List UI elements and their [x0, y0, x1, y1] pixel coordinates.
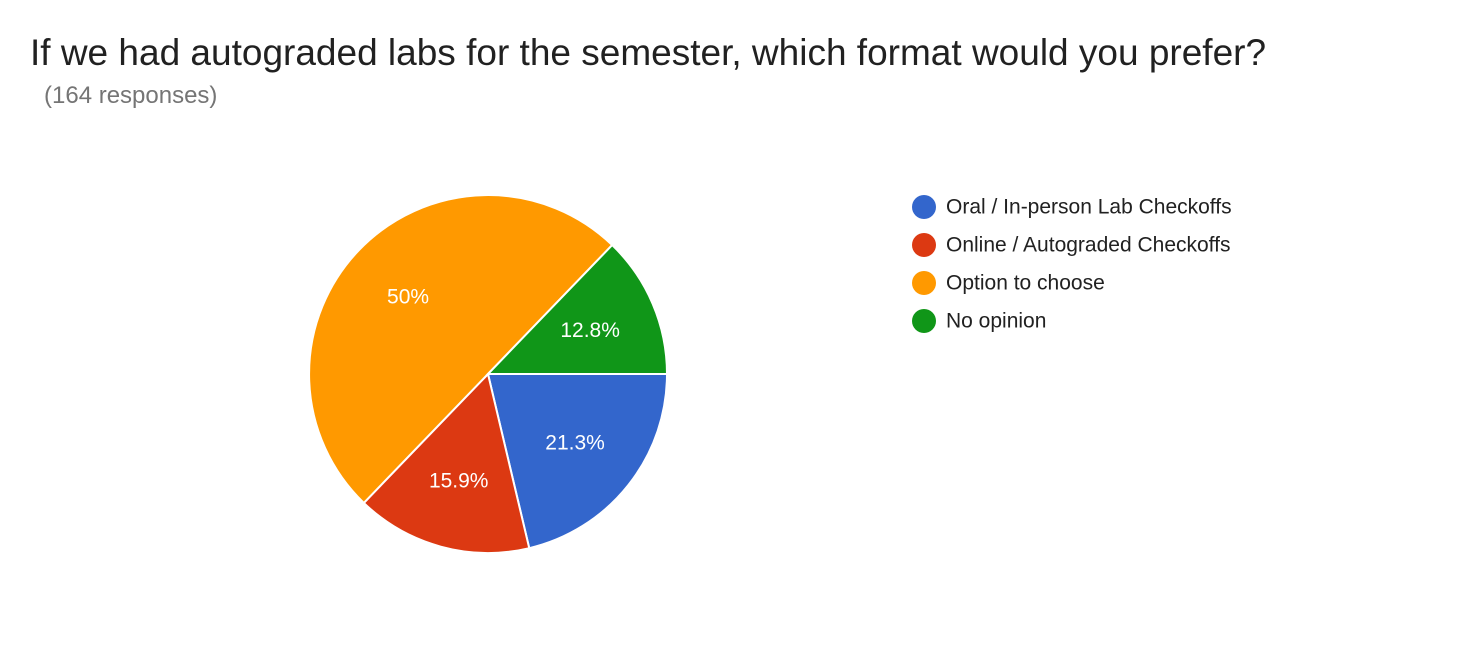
legend: Oral / In-person Lab Checkoffs Online / A…: [912, 195, 1232, 333]
pie-slice-label-0: 21.3%: [545, 431, 605, 454]
legend-label-1: Online / Autograded Checkoffs: [946, 234, 1230, 257]
pie-slice-2[interactable]: [308, 194, 614, 505]
response-count: (164 responses): [44, 82, 218, 109]
legend-marker-2: [912, 271, 936, 295]
pie-slice-1[interactable]: [362, 371, 531, 554]
chart-title: If we had autograded labs for the semest…: [30, 32, 1267, 73]
legend-marker-3: [912, 309, 936, 333]
legend-label-2: Option to choose: [946, 272, 1105, 295]
legend-marker-0: [912, 195, 936, 219]
pie-slice-label-1: 15.9%: [429, 470, 489, 493]
pie-slice-label-3: 12.8%: [560, 319, 620, 342]
legend-label-0: Oral / In-person Lab Checkoffs: [946, 196, 1232, 219]
legend-label-3: No opinion: [946, 310, 1046, 333]
pie-slice-labels: 21.3% 15.9% 50% 12.8%: [387, 286, 620, 493]
pie-slice-0[interactable]: [486, 373, 669, 550]
pie-slice-3[interactable]: [485, 243, 669, 375]
legend-marker-1: [912, 233, 936, 257]
pie-slices: [308, 194, 669, 554]
pie-slice-label-2: 50%: [387, 286, 429, 309]
